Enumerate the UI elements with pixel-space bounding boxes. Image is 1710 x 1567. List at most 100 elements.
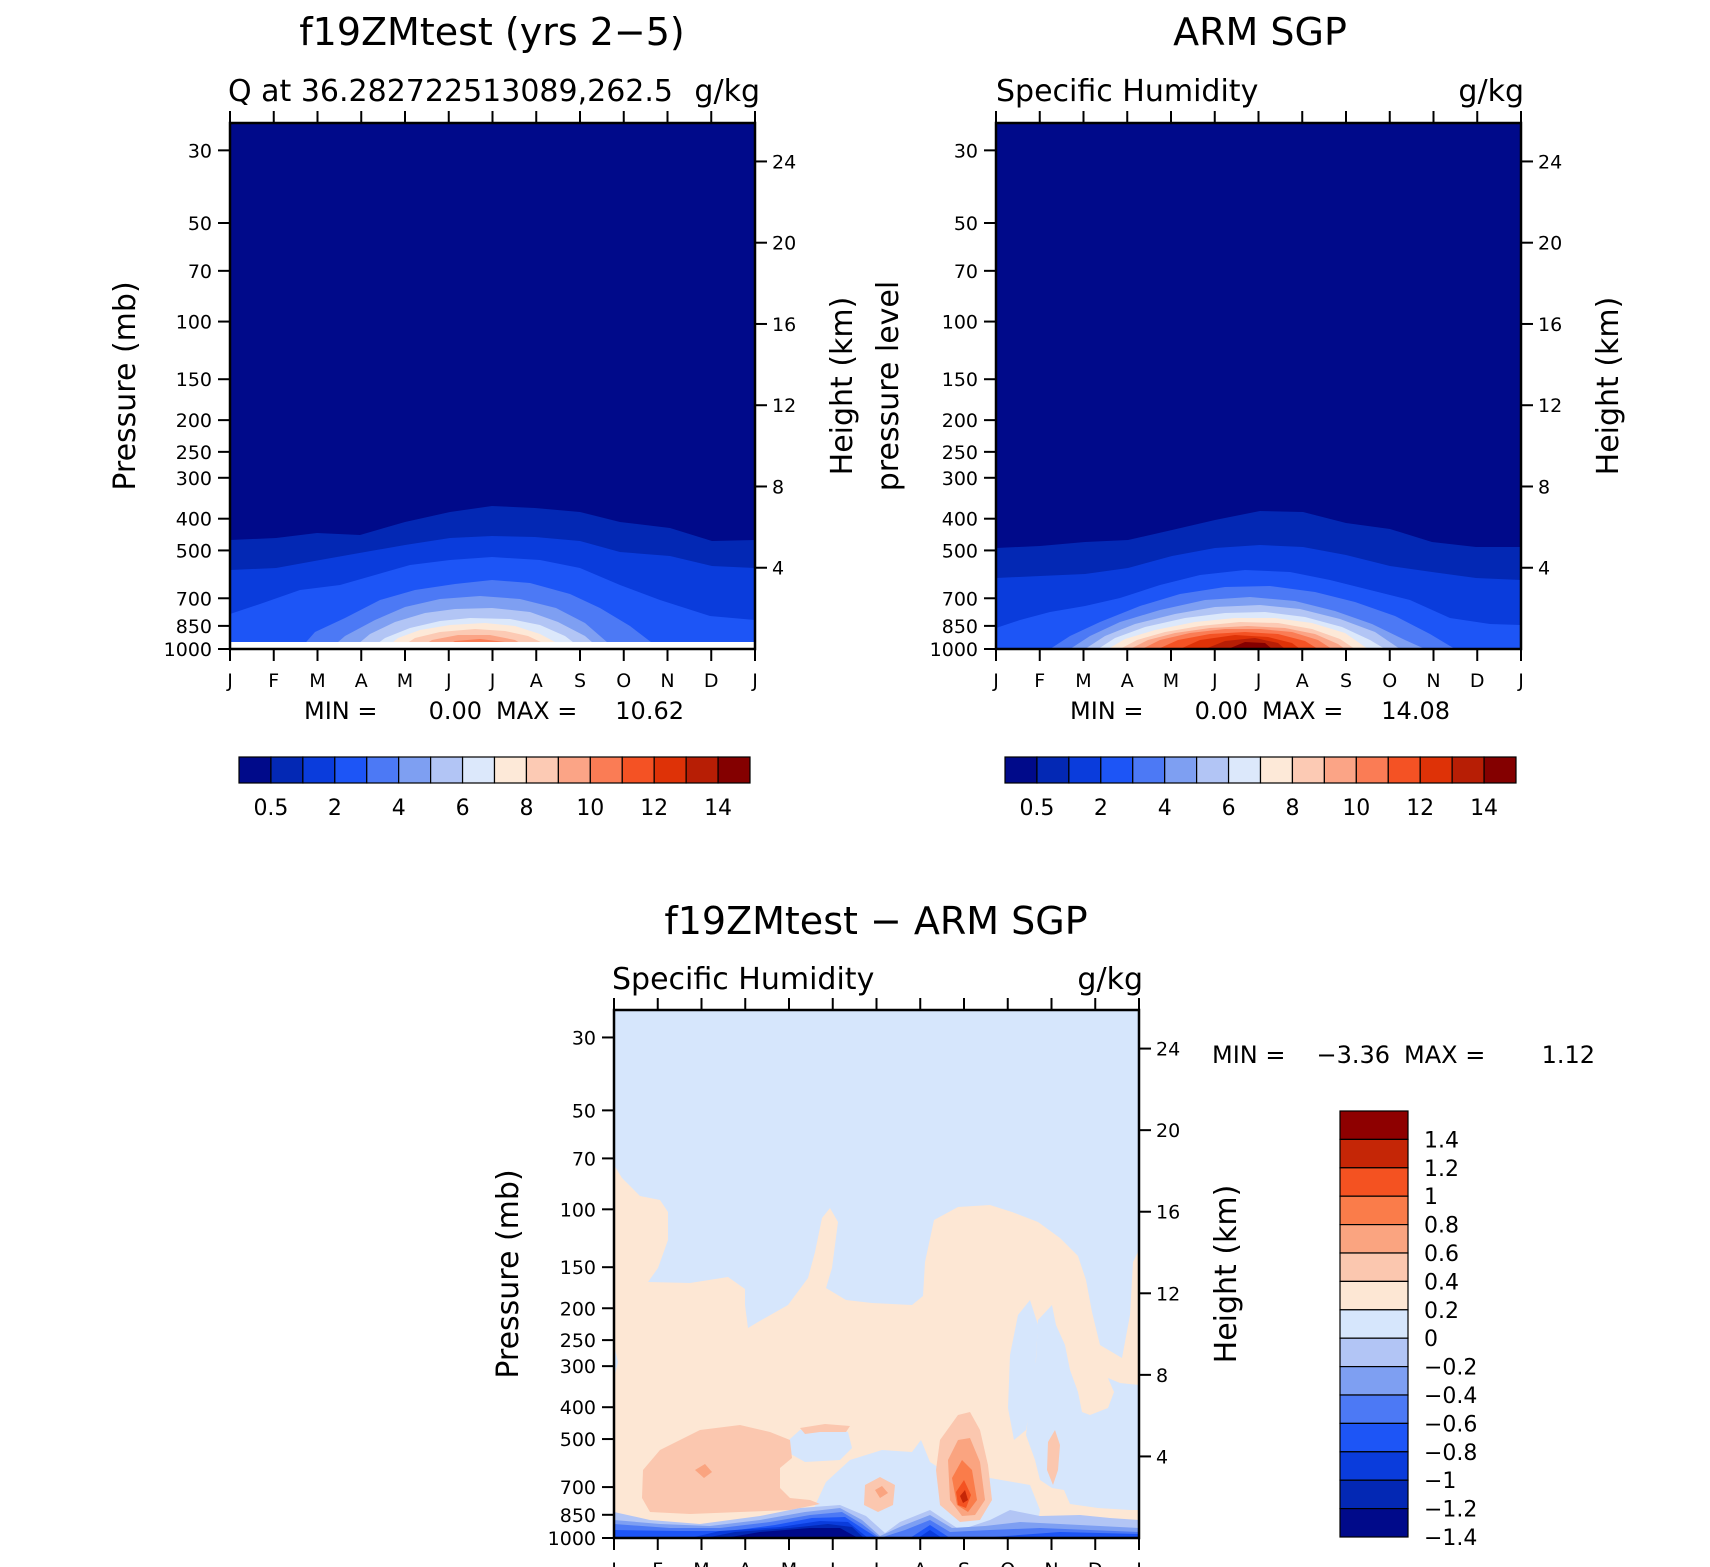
y-right-tick-label: 16 [1156,1202,1180,1224]
y-tick-label: 50 [954,213,978,235]
x-tick-label: F [268,670,279,692]
y-tick-label: 100 [942,312,978,334]
min-label: MIN = [1070,697,1143,725]
colorbar-label: −1 [1424,1469,1456,1494]
colorbar-label: 14 [1470,796,1498,821]
y-right-tick-label: 4 [1538,558,1550,580]
colorbar-swatch [1339,1479,1409,1510]
x-tick-label: J [873,1559,880,1567]
colorbar-label: 6 [456,796,470,821]
y-right-tick-label: 16 [1538,314,1562,336]
colorbar-label: −0.2 [1424,1356,1477,1381]
x-tick-label: M [309,670,325,692]
panel-title: f19ZMtest − ARM SGP [664,899,1087,943]
colorbar-label: 8 [519,796,533,821]
x-tick-label: O [1382,670,1397,692]
contour-field [230,123,755,649]
y-tick-label: 300 [176,468,212,490]
colorbar-swatch [493,756,528,784]
panel-units: g/kg [1077,962,1143,997]
y-tick-label: 70 [572,1148,596,1170]
y-tick-label: 150 [176,369,212,391]
panel-model: f19ZMtest (yrs 2−5) Q at 36.282722513089… [108,10,860,821]
panel-units: g/kg [1458,74,1524,109]
colorbar-swatch [717,756,751,784]
min-max-readout: MIN = −3.36 MAX = 1.12 [1212,1041,1595,1069]
x-tick-label: N [1426,670,1440,692]
colorbar-swatch [1196,756,1230,784]
x-tick-label: D [1470,670,1485,692]
y-tick-label: 200 [176,410,212,432]
x-tick-label: M [693,1559,709,1567]
x-tick-label: J [829,1559,836,1567]
min-value: −3.36 [1316,1041,1390,1069]
colorbar-label: −1.2 [1424,1498,1477,1523]
colorbar-label: −1.4 [1424,1526,1477,1551]
x-tick-label: J [1211,670,1218,692]
colorbar-swatch [1339,1252,1409,1282]
panel-subtitle: Q at 36.282722513089,262.5 [228,74,673,109]
y-tick-label: 1000 [548,1528,596,1550]
y-tick-label: 1000 [930,639,978,661]
contour-field [996,123,1521,649]
y-tick-label: 100 [176,312,212,334]
y-tick-label: 300 [560,1356,596,1378]
x-tick-label: A [914,1559,927,1567]
colorbar-swatch [1339,1280,1409,1311]
colorbar: 1.4 1.2 1 0.8 0.6 0.4 0.2 0 −0.2 −0.4 −0.6 −0.8 −1 −1… [1339,1110,1477,1551]
colorbar-label: 6 [1222,796,1236,821]
colorbar-label: −0.6 [1424,1412,1477,1437]
contour-band [800,1424,850,1434]
panel-subtitle: Specific Humidity [996,74,1258,109]
y-axis-right-label: Height (km) [1209,1185,1244,1364]
below-surface-mask [230,642,755,649]
y-tick-label: 700 [176,588,212,610]
panel-subtitle: Specific Humidity [612,962,874,997]
y-tick-label: 700 [560,1477,596,1499]
colorbar-label: 0.4 [1424,1270,1459,1295]
colorbar-swatch [1004,756,1038,784]
y-tick-label: 1000 [164,639,212,661]
y-tick-label: 850 [942,616,978,638]
x-tick-label: M [1075,670,1091,692]
y-right-tick-label: 20 [1156,1120,1180,1142]
colorbar-swatch [1483,756,1517,784]
colorbar: 0.5 2 4 6 8 10 12 14 [1004,756,1517,821]
max-label: MAX = [1262,697,1343,725]
colorbar-swatch [430,756,464,784]
x-tick-label: D [1088,1559,1103,1567]
y-axis-label: pressure level [871,281,906,491]
x-tick-label: J [1255,670,1262,692]
y-right-tick-label: 16 [772,314,796,336]
x-tick-label: J [489,670,496,692]
y-tick-label: 500 [176,540,212,562]
y-right-tick-label: 8 [1538,476,1550,498]
colorbar-label: 4 [392,796,406,821]
panel-units: g/kg [694,74,760,109]
colorbar-label: 2 [328,796,342,821]
y-axis-right-label: Height (km) [825,297,860,476]
x-tick-label: N [660,670,674,692]
x-tick-label: J [610,1559,617,1567]
colorbar-swatch [621,756,655,784]
y-tick-label: 50 [188,213,212,235]
colorbar-swatch [1036,756,1070,784]
colorbar-label: 1 [1424,1185,1438,1210]
colorbar-swatch [1419,756,1453,784]
colorbar-swatch [685,756,719,784]
colorbar-swatch [1339,1365,1409,1396]
y-axis-label: Pressure (mb) [491,1169,526,1378]
colorbar-swatch [589,756,623,784]
x-tick-label: O [1000,1559,1015,1567]
colorbar-swatch [1339,1167,1409,1197]
colorbar-swatch [1339,1195,1409,1226]
y-tick-label: 250 [942,442,978,464]
contour-band [1008,1300,1038,1440]
min-max-readout: MIN = 0.00 MAX = 10.62 [304,697,684,725]
colorbar-swatch [653,756,687,784]
colorbar-label: 10 [576,796,604,821]
x-tick-label: A [1296,670,1309,692]
